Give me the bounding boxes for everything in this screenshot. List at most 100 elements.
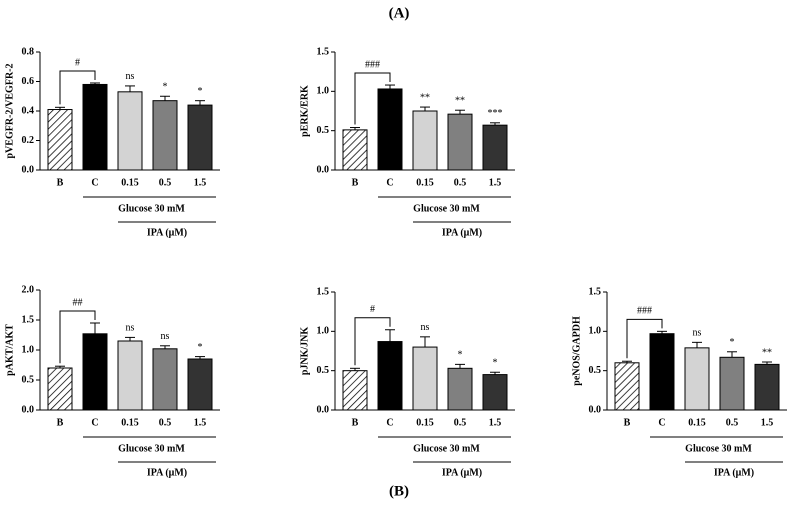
x-tick-label: 1.5	[489, 177, 502, 188]
x-tick-label: C	[91, 417, 98, 428]
bar	[187, 358, 213, 411]
significance-mark: *	[163, 82, 168, 93]
significance-bracket	[626, 318, 663, 359]
bar	[377, 88, 403, 171]
y-tick-label: 0.6	[22, 76, 35, 87]
x-tick-label: C	[386, 177, 393, 188]
y-tick-label: 0.5	[22, 374, 35, 385]
significance-mark: ns	[126, 71, 135, 82]
bar	[47, 367, 73, 411]
x-tick-label: 0.5	[454, 417, 467, 428]
x-tick-label: C	[386, 417, 393, 428]
bar	[412, 346, 438, 411]
bar	[82, 83, 108, 171]
x-tick-label: C	[658, 417, 665, 428]
subgroup-label: IPA (μM)	[442, 227, 482, 238]
y-tick-label: 1.0	[22, 344, 35, 355]
x-tick-label: 0.15	[416, 177, 434, 188]
x-tick-label: 0.5	[159, 177, 172, 188]
x-tick-label: 0.15	[121, 417, 139, 428]
panel-label: (B)	[389, 483, 409, 499]
bracket-label: ##	[73, 297, 83, 308]
y-tick-label: 0.0	[317, 404, 330, 415]
subgroup-label: IPA (μM)	[147, 227, 187, 238]
bar	[482, 124, 508, 171]
subgroup-label: IPA (μM)	[147, 467, 187, 478]
y-axis-label: pVEGFR-2/VEGFR-2	[4, 64, 15, 159]
y-tick-label: 1.5	[589, 286, 602, 297]
significance-mark: *	[198, 86, 203, 97]
bar	[82, 333, 108, 411]
x-tick-label: B	[352, 177, 359, 188]
panel-label: (A)	[389, 5, 410, 21]
x-tick-label: 1.5	[761, 417, 774, 428]
bar	[342, 370, 368, 411]
significance-mark: **	[762, 347, 772, 358]
bar	[377, 341, 403, 411]
y-tick-label: 0.0	[22, 404, 35, 415]
y-tick-label: 1.5	[317, 46, 330, 57]
x-tick-label: 0.15	[121, 177, 139, 188]
bar	[614, 362, 640, 411]
bracket-label: #	[370, 304, 375, 315]
significance-mark: *	[198, 342, 203, 353]
bar	[117, 91, 143, 171]
y-tick-label: 0.5	[317, 365, 330, 376]
y-tick-label: 0.5	[317, 125, 330, 136]
significance-mark: ns	[126, 323, 135, 334]
significance-bracket	[354, 72, 391, 125]
significance-mark: ns	[693, 328, 702, 339]
significance-bracket	[354, 317, 391, 366]
bar	[649, 333, 675, 411]
y-tick-label: 0.0	[22, 164, 35, 175]
x-tick-label: C	[91, 177, 98, 188]
bar	[47, 109, 73, 171]
significance-mark: ***	[488, 108, 503, 119]
x-tick-label: 0.15	[416, 417, 434, 428]
bar	[684, 347, 710, 411]
x-tick-label: 0.15	[688, 417, 706, 428]
subgroup-label: IPA (μM)	[442, 467, 482, 478]
bar	[482, 374, 508, 411]
bar	[152, 100, 178, 171]
bar	[342, 129, 368, 171]
x-tick-label: B	[624, 417, 631, 428]
significance-mark: *	[730, 337, 735, 348]
y-tick-label: 1.0	[317, 86, 330, 97]
group-label: Glucose 30 mM	[413, 443, 480, 454]
y-axis-label: pAKT/AKT	[4, 324, 15, 376]
bar	[754, 363, 780, 411]
significance-mark: **	[420, 92, 430, 103]
group-label: Glucose 30 mM	[413, 203, 480, 214]
bracket-label: ###	[637, 306, 652, 317]
bar	[719, 356, 745, 411]
bar	[412, 110, 438, 171]
x-tick-label: 1.5	[194, 417, 207, 428]
x-tick-label: 1.5	[194, 177, 207, 188]
bracket-label: ###	[365, 59, 380, 70]
y-tick-label: 0.4	[22, 105, 35, 116]
x-tick-label: 0.5	[159, 417, 172, 428]
significance-mark: ns	[161, 331, 170, 342]
bar	[447, 113, 473, 171]
x-tick-label: B	[352, 417, 359, 428]
y-tick-label: 1.5	[317, 286, 330, 297]
group-label: Glucose 30 mM	[685, 443, 752, 454]
significance-bracket	[59, 70, 96, 105]
y-tick-label: 0.8	[22, 46, 35, 57]
significance-bracket	[59, 310, 96, 364]
y-tick-label: 0.0	[589, 404, 602, 415]
y-tick-label: 0.0	[317, 164, 330, 175]
bar	[117, 340, 143, 411]
x-tick-label: 0.5	[454, 177, 467, 188]
bar	[152, 348, 178, 411]
x-tick-label: B	[57, 417, 64, 428]
y-axis-label: peNOS/GAPDH	[571, 316, 582, 386]
significance-mark: *	[458, 350, 463, 361]
y-tick-label: 1.0	[589, 326, 602, 337]
group-label: Glucose 30 mM	[118, 203, 185, 214]
y-axis-label: pJNK/JNK	[299, 327, 310, 376]
y-tick-label: 0.2	[22, 135, 35, 146]
subgroup-label: IPA (μM)	[714, 467, 754, 478]
